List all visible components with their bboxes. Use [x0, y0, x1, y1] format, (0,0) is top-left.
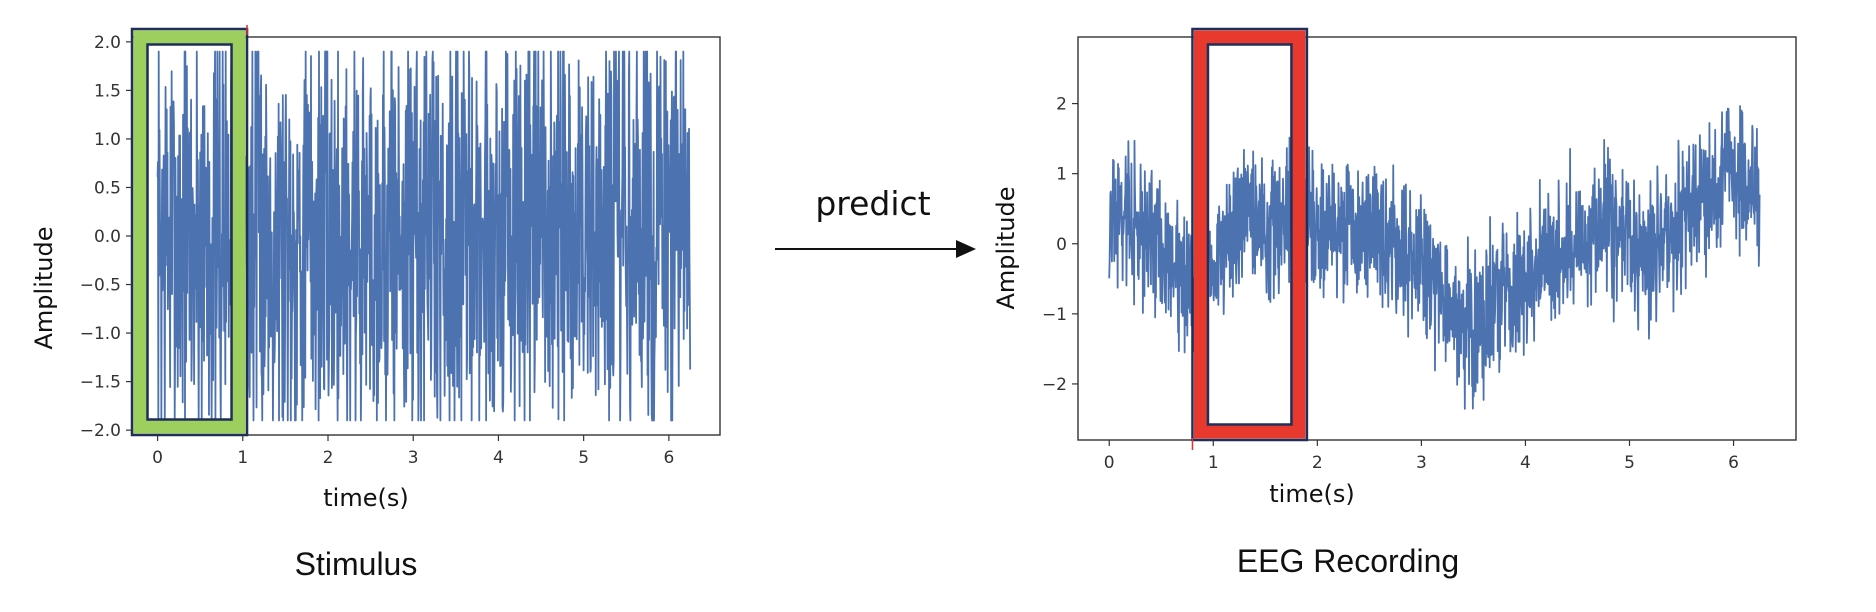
eeg-y-ticks: 2 1 0 −1 −2: [1042, 95, 1078, 395]
eeg-x-tick-label: 1: [1208, 453, 1219, 473]
predict-arrow-head: [956, 240, 976, 258]
stim-y-tick-label: −2.0: [80, 421, 121, 441]
stim-x-tick-label: 6: [663, 448, 674, 468]
stim-highlight-outer-border: [130, 27, 249, 437]
stim-y-tick-label: 1.0: [94, 130, 121, 150]
predict-arrow-group: predict: [775, 184, 976, 258]
stim-x-tick-label: 1: [237, 448, 248, 468]
stimulus-x-ticks: 0 1 2 3 4 5 6: [152, 435, 674, 468]
stim-y-tick-label: 1.5: [94, 81, 121, 101]
eeg-highlight-band: [1193, 30, 1306, 439]
eeg-y-tick-label: 1: [1056, 165, 1067, 185]
stimulus-highlight-window: [130, 25, 249, 437]
stimulus-caption: Stimulus: [295, 546, 418, 582]
eeg-highlight-outer-border: [1191, 27, 1309, 442]
eeg-x-tick-label: 6: [1728, 453, 1739, 473]
stim-y-tick-label: −1.0: [80, 324, 121, 344]
eeg-highlight-window: [1191, 27, 1309, 450]
eeg-y-axis-label: Amplitude: [992, 187, 1020, 310]
eeg-signal-group: [1108, 105, 1761, 410]
stim-y-tick-label: 0.0: [94, 227, 121, 247]
stim-x-tick-label: 5: [578, 448, 589, 468]
stimulus-x-axis-label: time(s): [323, 484, 408, 512]
stim-y-tick-label: −1.5: [80, 373, 121, 393]
stimulus-y-axis-label: Amplitude: [30, 227, 58, 350]
eeg-y-tick-label: 0: [1056, 235, 1067, 255]
stim-highlight-band: [133, 30, 246, 434]
eeg-x-axis-label: time(s): [1269, 480, 1354, 508]
stim-x-tick-label: 0: [152, 448, 163, 468]
eeg-caption: EEG Recording: [1237, 543, 1459, 579]
eeg-y-tick-label: −2: [1042, 375, 1067, 395]
eeg-x-ticks: 0 1 2 3 4 5 6: [1104, 440, 1739, 473]
stim-y-tick-label: 0.5: [94, 178, 121, 198]
eeg-x-tick-label: 2: [1312, 453, 1323, 473]
eeg-x-tick-label: 5: [1624, 453, 1635, 473]
eeg-x-tick-label: 0: [1104, 453, 1115, 473]
eeg-plot-frame: [1077, 36, 1797, 441]
eeg-signal-line: [1108, 105, 1761, 410]
predict-label: predict: [815, 184, 930, 223]
stim-x-tick-label: 2: [323, 448, 334, 468]
stim-y-tick-label: −0.5: [80, 276, 121, 296]
eeg-x-tick-label: 4: [1520, 453, 1531, 473]
stim-x-tick-label: 4: [493, 448, 504, 468]
stim-y-tick-label: 2.0: [94, 33, 121, 53]
eeg-y-tick-label: −1: [1042, 305, 1067, 325]
eeg-x-tick-label: 3: [1416, 453, 1427, 473]
stim-highlight-inner-border: [146, 43, 233, 421]
stimulus-y-ticks: 2.0 1.5 1.0 0.5 0.0 −0.5 −1.0 −1.5 −2.0: [80, 33, 132, 441]
stim-x-tick-label: 3: [408, 448, 419, 468]
eeg-chart: 0 1 2 3 4 5 6 2 1 0 −1 −2 time(s) Amplitude EEG Re…: [992, 27, 1797, 579]
eeg-highlight-inner-border: [1206, 43, 1293, 426]
eeg-y-tick-label: 2: [1056, 95, 1067, 115]
